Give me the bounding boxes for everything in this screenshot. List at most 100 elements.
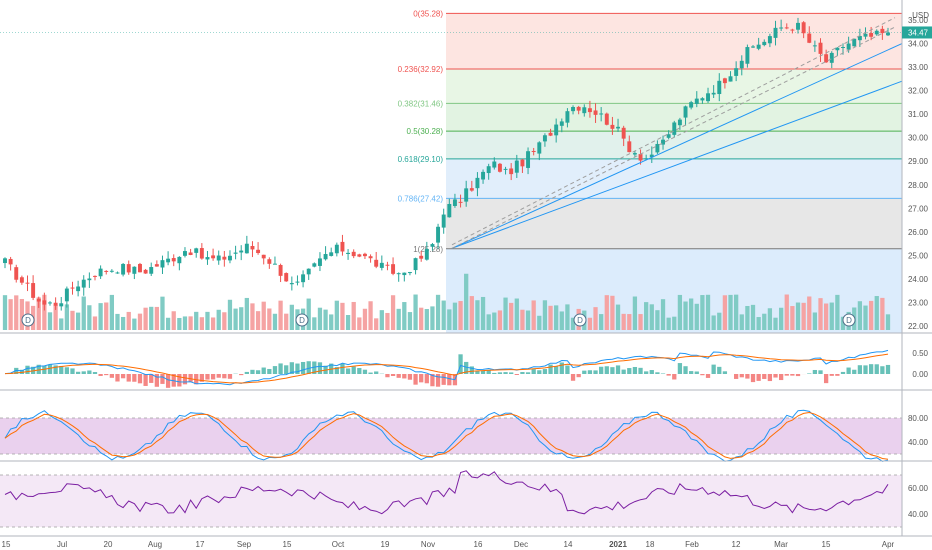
macd-histogram-bar	[284, 365, 289, 374]
candle	[306, 268, 311, 275]
price-tick-label: 32.00	[908, 87, 929, 96]
volume-bar	[368, 301, 373, 330]
volume-bar	[807, 296, 812, 330]
trendlines[interactable]	[451, 17, 903, 249]
candle	[3, 258, 7, 264]
candle	[565, 111, 570, 123]
volume-bar	[126, 311, 131, 330]
candle	[227, 255, 232, 261]
candle	[329, 252, 334, 256]
macd-histogram-bar	[542, 369, 548, 374]
volume-bar	[278, 300, 283, 330]
fib-label-5: 0.786(27.42)	[398, 194, 444, 203]
candle	[857, 35, 862, 41]
macd-histogram-bar	[739, 374, 744, 378]
macd-histogram-bar	[683, 366, 688, 374]
macd-histogram-bar	[779, 374, 784, 381]
volume-bar	[829, 302, 834, 330]
candle	[351, 251, 356, 257]
volume-bar	[559, 311, 564, 330]
candle	[492, 161, 497, 168]
volume-bar	[216, 309, 221, 330]
volume-bar	[244, 297, 249, 330]
fib-label-0: 0(35.28)	[413, 9, 443, 18]
macd-histogram-bar	[627, 368, 632, 374]
volume-bar	[149, 306, 154, 330]
macd-histogram-bar	[413, 374, 418, 385]
volume-bar	[615, 304, 621, 330]
stoch-d-line	[4, 411, 889, 460]
volume-bar	[430, 306, 435, 330]
macd-histogram-bar	[565, 365, 570, 374]
macd-histogram-bar	[340, 363, 345, 374]
candle	[199, 248, 204, 259]
candle	[138, 263, 142, 273]
volume-bar	[593, 307, 598, 330]
macd-histogram-bar	[509, 372, 514, 374]
candle	[402, 272, 407, 276]
price-tick-label: 30.00	[908, 134, 929, 143]
macd-histogram-bar	[863, 365, 868, 374]
volume-bar	[120, 316, 126, 330]
macd-histogram-bar	[447, 374, 452, 386]
macd-histogram-bar	[143, 374, 148, 386]
macd-histogram-bar	[402, 374, 407, 379]
macd-histogram-bar	[480, 370, 486, 374]
time-tick-label: Mar	[774, 540, 788, 549]
candle	[779, 27, 784, 29]
volume-bar	[705, 294, 711, 330]
candle	[666, 134, 671, 138]
macd-histogram-bar	[644, 371, 649, 374]
macd-histogram-bar	[576, 374, 581, 378]
candle	[745, 47, 750, 64]
candle	[694, 98, 699, 104]
candle	[272, 263, 277, 265]
volume-bar	[537, 315, 542, 330]
dividend-marker-3[interactable]: D	[842, 313, 856, 327]
dividend-marker-1[interactable]: D	[295, 313, 309, 327]
volume-bar	[47, 312, 53, 330]
volume-bar	[8, 299, 13, 330]
macd-histogram-bar	[807, 373, 812, 374]
volume-bar	[818, 298, 823, 330]
candle	[64, 288, 69, 302]
dividend-marker-2[interactable]: D	[573, 313, 587, 327]
volume-bar	[863, 305, 868, 330]
macd-histogram-bar	[126, 374, 131, 382]
volume-bar	[334, 300, 339, 330]
price-tick-label: 22.00	[908, 322, 929, 331]
volume-bar	[182, 316, 188, 330]
macd-histogram-bar	[492, 372, 497, 374]
macd-histogram-bar	[587, 370, 593, 374]
macd-histogram-bar	[790, 374, 795, 376]
candle	[486, 166, 491, 174]
candle	[104, 270, 109, 272]
macd-histogram-bar	[407, 374, 413, 380]
macd-histogram-bar	[717, 366, 722, 374]
volume-bar	[587, 317, 593, 330]
candlesticks	[3, 17, 890, 311]
candle	[767, 36, 772, 44]
volume-bar	[835, 294, 840, 330]
macd-histogram-bar	[306, 361, 311, 374]
volume-bar	[64, 304, 70, 330]
trendline-dashed-lower	[451, 26, 896, 249]
macd-histogram-bar	[188, 374, 193, 382]
candle	[31, 283, 36, 298]
candle	[289, 283, 294, 285]
volume-bar	[419, 307, 424, 330]
price-tick-label: 27.00	[908, 204, 929, 213]
dividend-marker-0[interactable]: D	[21, 313, 35, 327]
volume-bar	[351, 301, 356, 330]
macd-histogram-bar	[677, 363, 683, 374]
macd-histogram-bar	[47, 364, 53, 374]
candle	[751, 46, 755, 48]
macd-histogram-bar	[98, 374, 103, 376]
volume-bar	[402, 302, 407, 330]
candle	[734, 68, 739, 76]
fibonacci-retracement[interactable]: 0(35.28) 0.236(32.92) 0.382(31.46) 0.5(30.2…	[0, 9, 902, 333]
macd-histogram-bar	[711, 364, 716, 374]
candle	[368, 256, 373, 259]
